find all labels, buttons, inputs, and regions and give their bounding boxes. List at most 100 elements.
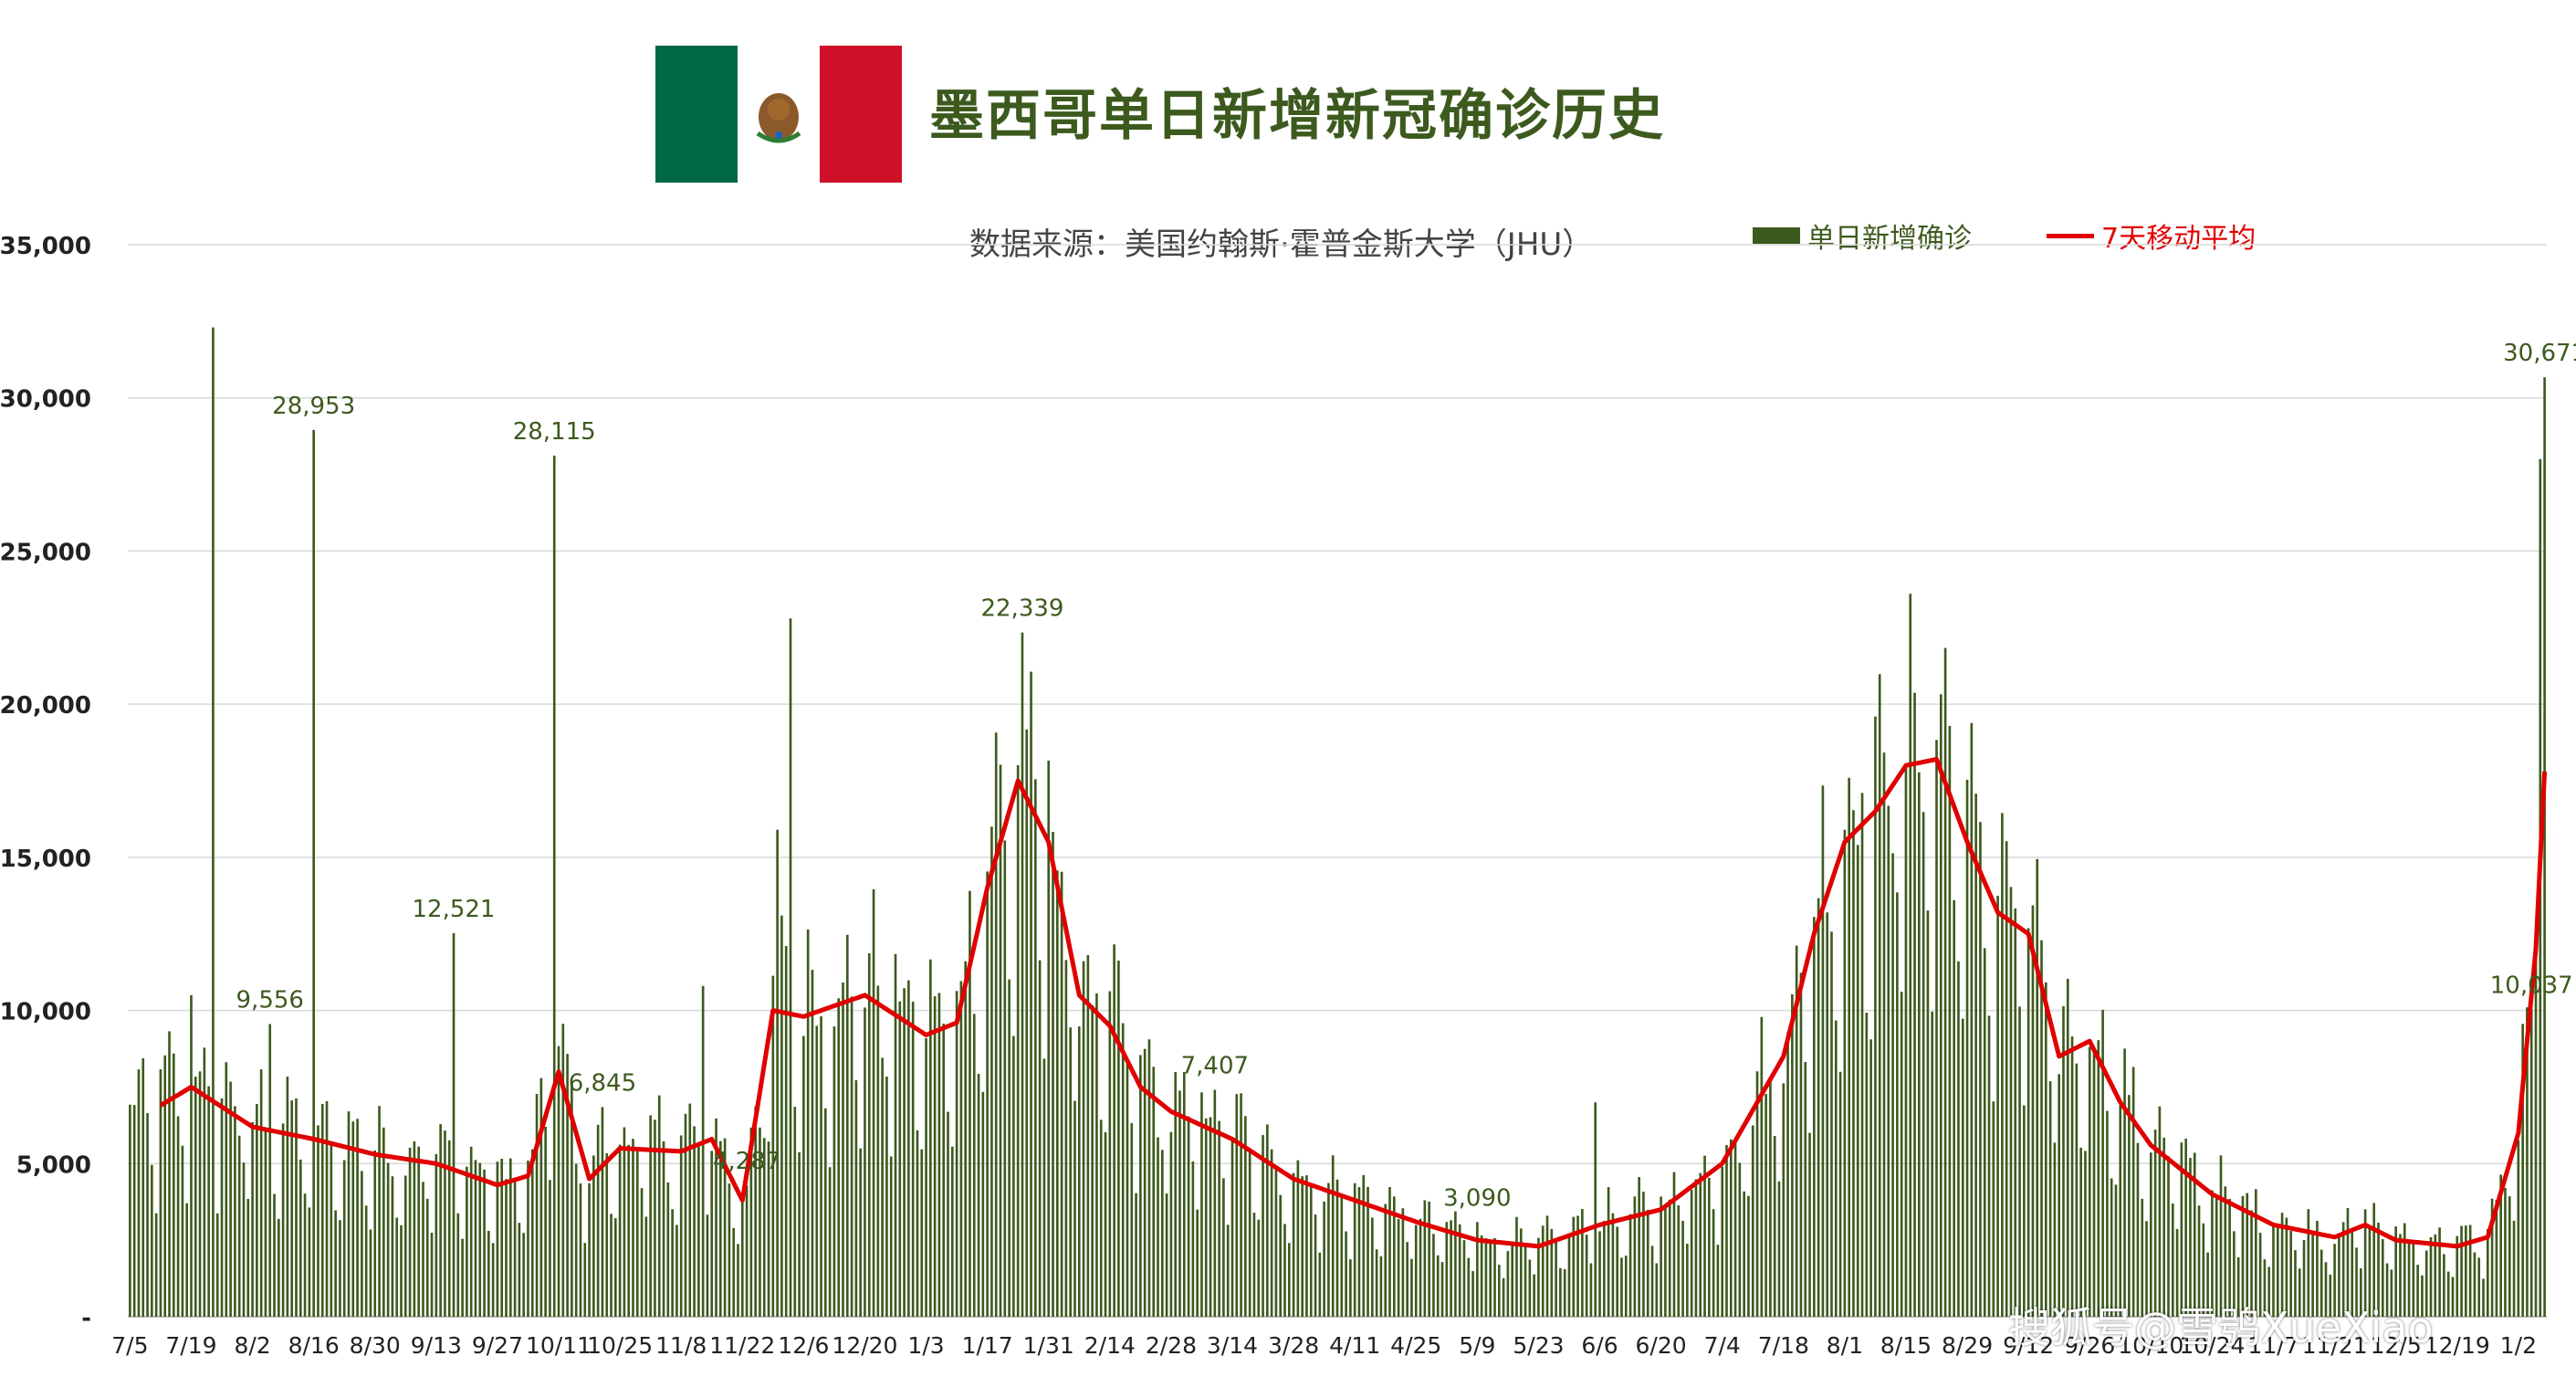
daily-bar — [549, 1180, 551, 1317]
daily-bar — [2189, 1158, 2192, 1317]
daily-bar — [246, 1198, 250, 1317]
daily-bar — [225, 1062, 228, 1317]
x-tick-label: 8/29 — [1942, 1332, 1993, 1359]
daily-bar — [1821, 785, 1825, 1317]
daily-bar — [207, 1086, 210, 1317]
daily-bar — [552, 455, 556, 1317]
daily-bar — [1436, 1255, 1440, 1317]
daily-bar — [1987, 1015, 1991, 1317]
daily-bar — [1095, 993, 1098, 1317]
daily-bar — [671, 1209, 674, 1317]
x-tick-label: 11/8 — [655, 1332, 707, 1359]
daily-bar — [1244, 1116, 1247, 1317]
daily-bar — [347, 1111, 351, 1317]
daily-bar — [2412, 1243, 2415, 1317]
daily-bar — [1069, 1027, 1073, 1317]
daily-bar — [1375, 1249, 1378, 1317]
daily-bar — [330, 1141, 333, 1317]
daily-bar — [2280, 1213, 2284, 1317]
daily-bar — [2066, 978, 2069, 1317]
daily-bar — [1218, 1120, 1220, 1317]
daily-bar — [2424, 1250, 2428, 1317]
daily-bar — [1607, 1187, 1610, 1317]
x-tick-label: 2/28 — [1146, 1332, 1197, 1359]
daily-bar — [964, 961, 967, 1317]
daily-bar — [1458, 1224, 1461, 1317]
daily-bar — [644, 1216, 648, 1317]
data-label: 7,407 — [1181, 1053, 1249, 1080]
daily-bar — [2005, 841, 2008, 1317]
daily-bar — [955, 991, 958, 1317]
daily-bar — [2255, 1189, 2257, 1317]
daily-bar — [2451, 1277, 2455, 1317]
daily-bar — [1545, 1215, 1549, 1317]
daily-bar — [1187, 1116, 1190, 1317]
daily-bar — [815, 1025, 819, 1317]
daily-bar — [1419, 1218, 1422, 1317]
daily-bar — [1213, 1089, 1217, 1317]
daily-bar — [1493, 1237, 1496, 1317]
daily-bar — [522, 1233, 525, 1317]
daily-bar — [2403, 1223, 2406, 1317]
daily-bar — [1484, 1237, 1488, 1317]
daily-bar — [1712, 1209, 1715, 1317]
daily-bar — [1611, 1213, 1615, 1317]
x-tick-label: 1/17 — [962, 1332, 1013, 1359]
daily-bar — [1152, 1067, 1156, 1317]
daily-bar — [1716, 1245, 1720, 1317]
daily-bar — [1633, 1196, 1637, 1317]
daily-bar — [1733, 1138, 1737, 1317]
daily-bar — [1616, 1226, 1619, 1317]
daily-bar — [1620, 1257, 1623, 1317]
x-tick-label: 4/25 — [1390, 1332, 1441, 1359]
daily-bar — [925, 1037, 927, 1317]
daily-bar — [298, 1159, 302, 1317]
daily-bar — [623, 1127, 626, 1317]
daily-bar — [1738, 1162, 1742, 1317]
daily-bar — [2333, 1244, 2336, 1317]
daily-bar — [1589, 1263, 1593, 1317]
daily-bar — [1252, 1213, 1256, 1317]
daily-bar — [2421, 1275, 2424, 1317]
daily-bar — [2048, 1081, 2052, 1317]
daily-bar — [1454, 1211, 1457, 1317]
data-label: 9,556 — [236, 986, 304, 1014]
daily-bar — [1843, 829, 1847, 1317]
daily-bar — [474, 1160, 477, 1317]
daily-bar — [1025, 729, 1029, 1317]
daily-bar — [697, 1145, 700, 1317]
daily-bar — [2468, 1225, 2472, 1317]
daily-bar — [466, 1166, 468, 1317]
daily-bar — [2443, 1254, 2445, 1317]
data-label: 10,037 — [2490, 972, 2573, 999]
daily-bar — [2460, 1225, 2463, 1317]
daily-bar — [439, 1124, 442, 1317]
daily-bar — [2092, 1049, 2096, 1317]
daily-bar — [2368, 1226, 2372, 1317]
daily-bar — [2136, 1142, 2140, 1317]
daily-bar — [1681, 1220, 1684, 1317]
daily-bar — [1572, 1216, 1576, 1317]
y-tick-label: 10,000 — [0, 999, 91, 1026]
x-tick-label: 12/6 — [778, 1332, 829, 1359]
daily-bar — [894, 953, 897, 1317]
daily-bar — [999, 764, 1002, 1317]
daily-bar — [666, 1182, 670, 1317]
daily-bar — [1139, 1055, 1142, 1317]
daily-bar — [1751, 1125, 1754, 1317]
x-tick-label: 10/11 — [526, 1332, 592, 1359]
daily-bar — [618, 1144, 622, 1317]
daily-bar — [1533, 1274, 1535, 1317]
daily-bar — [185, 1203, 189, 1317]
daily-bar — [2399, 1234, 2402, 1317]
daily-bar — [132, 1105, 136, 1317]
daily-bar — [408, 1147, 412, 1317]
daily-bar — [242, 1162, 246, 1317]
daily-bar — [701, 985, 705, 1317]
daily-bar — [2219, 1155, 2223, 1317]
daily-bar — [737, 1244, 739, 1317]
daily-bar — [2394, 1226, 2397, 1317]
daily-bar — [571, 1080, 573, 1317]
daily-bar — [1126, 1061, 1129, 1317]
daily-bar — [2341, 1222, 2345, 1317]
